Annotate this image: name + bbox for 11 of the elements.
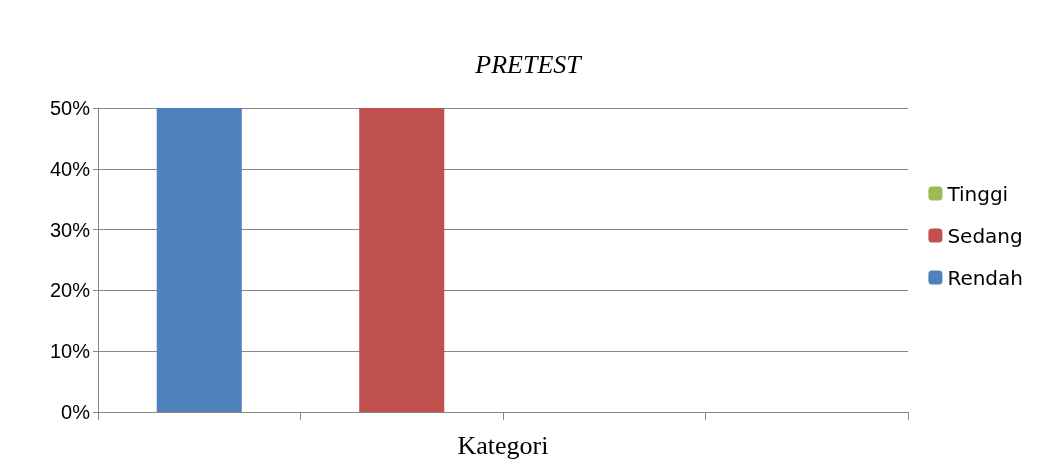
chart-title: PRETEST: [474, 49, 583, 79]
x-axis-title: Kategori: [457, 430, 549, 460]
y-tick-label: 30%: [49, 218, 91, 241]
legend-label: Tinggi: [946, 181, 1009, 206]
legend-label: Rendah: [947, 265, 1023, 290]
legend-label: Sedang: [947, 223, 1023, 248]
y-tick-label: 0%: [61, 401, 91, 423]
y-tick-label: 50%: [49, 97, 91, 119]
y-tick-label: 20%: [49, 279, 91, 302]
y-tick-label: 40%: [49, 157, 91, 180]
y-tick-label: 10%: [49, 340, 91, 363]
